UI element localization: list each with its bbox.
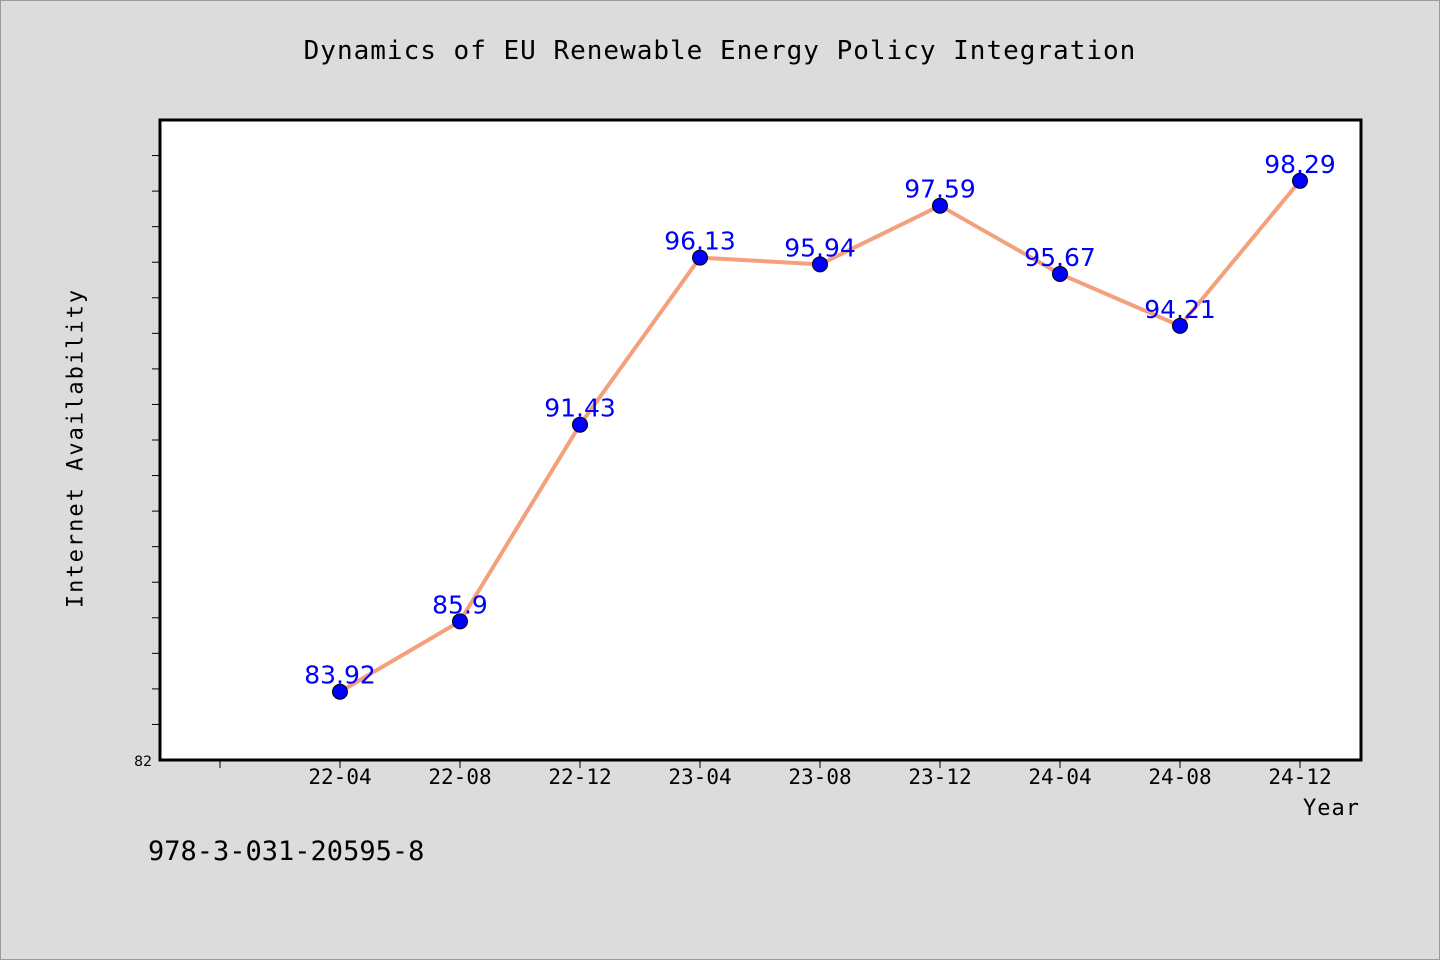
data-labels: 83.92 85.9 91.43 96.13 95.94 97.59 95.67 94.21 9…	[304, 150, 1336, 690]
data-point	[1052, 265, 1068, 282]
data-label: 97.59	[904, 175, 976, 204]
chart-title: Dynamics of EU Renewable Energy Policy I…	[303, 36, 1137, 66]
data-label: 91.43	[544, 394, 616, 423]
data-label: 94.21	[1144, 295, 1216, 324]
data-label: 85.9	[432, 590, 488, 619]
x-tick-label: 22-12	[548, 765, 611, 789]
x-axis-label: Year	[1303, 796, 1360, 821]
data-point	[572, 416, 588, 433]
data-point	[452, 613, 468, 630]
x-tick-label: 23-04	[668, 765, 731, 789]
x-axis-ticks	[219, 760, 1301, 768]
x-tick-label: 22-04	[308, 765, 371, 789]
isbn-text: 978-3-031-20595-8	[148, 836, 425, 867]
x-tick-label: 24-04	[1028, 765, 1091, 789]
data-point	[692, 249, 708, 266]
data-label: 96.13	[664, 227, 736, 256]
x-tick-label: 24-12	[1268, 765, 1331, 789]
data-label: 83.92	[304, 661, 376, 690]
data-label: 95.67	[1024, 243, 1096, 272]
data-label: 98.29	[1264, 150, 1336, 179]
plot-area	[158, 118, 1363, 762]
x-tick-label: 23-12	[908, 765, 971, 789]
data-point	[812, 256, 828, 273]
x-tick-label: 23-08	[788, 765, 851, 789]
data-point	[1172, 317, 1188, 334]
data-point	[332, 683, 348, 700]
data-point	[932, 197, 948, 214]
y-tick-label: 82	[134, 754, 152, 770]
x-tick-label: 22-08	[428, 765, 491, 789]
data-markers	[332, 172, 1308, 700]
y-axis-ticks	[152, 155, 160, 725]
data-label: 95.94	[784, 233, 856, 262]
x-tick-label: 24-08	[1148, 765, 1211, 789]
x-tick-labels: 22-04 22-08 22-12 23-04 23-08 23-12 24-04 24-08…	[308, 765, 1331, 789]
data-point	[1292, 172, 1308, 189]
